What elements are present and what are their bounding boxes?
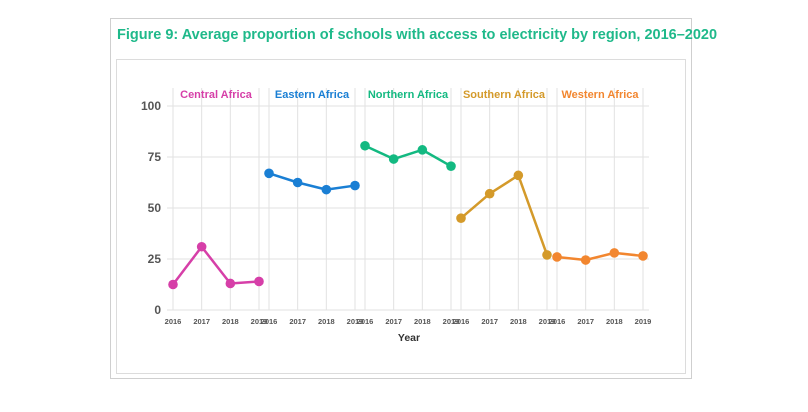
x-tick-label: 2016 <box>453 317 470 326</box>
x-tick-label: 2017 <box>193 317 210 326</box>
series-line <box>556 251 644 262</box>
x-tick-label: 2018 <box>222 317 239 326</box>
data-point <box>350 180 360 191</box>
x-tick-label: 2018 <box>606 317 623 326</box>
line-chart: 0 25 50 75 100 Central Africa 2016 2017 2018 2019… <box>141 88 652 344</box>
x-tick-label: 2018 <box>318 317 335 326</box>
data-point <box>638 251 648 261</box>
panel-label: Eastern Africa <box>275 89 350 101</box>
y-tick-label: 25 <box>148 252 162 266</box>
data-point <box>388 154 399 164</box>
series-line <box>460 174 549 256</box>
chart-area: 0 25 50 75 100 Central Africa 2016 2017 2018 2019… <box>116 59 686 374</box>
data-point <box>542 250 552 260</box>
data-point <box>321 184 332 195</box>
y-tick-label: 0 <box>154 303 161 317</box>
panel-label: Southern Africa <box>463 89 546 101</box>
data-point <box>580 255 591 265</box>
x-tick-label: 2016 <box>549 317 566 326</box>
x-tick-label: 2019 <box>539 317 556 326</box>
data-point <box>609 248 620 258</box>
x-tick-label: 2017 <box>385 317 402 326</box>
data-point <box>292 177 303 188</box>
data-point <box>225 278 236 289</box>
x-tick-label: 2017 <box>481 317 498 326</box>
series-line <box>268 172 356 191</box>
data-point <box>552 252 562 262</box>
data-point <box>417 145 428 155</box>
panel-label: Central Africa <box>180 89 253 101</box>
x-tick-label: 2018 <box>510 317 527 326</box>
x-tick-label: 2016 <box>165 317 182 326</box>
y-tick-label: 50 <box>148 201 162 215</box>
data-point <box>484 188 495 199</box>
x-tick-label: 2017 <box>289 317 306 326</box>
x-tick-label: 2019 <box>251 317 268 326</box>
x-tick-label: 2019 <box>347 317 364 326</box>
data-point <box>446 161 456 171</box>
data-point <box>264 168 274 179</box>
x-tick-label: 2016 <box>261 317 278 326</box>
series-line <box>172 245 260 286</box>
x-tick-label: 2019 <box>443 317 460 326</box>
data-point <box>456 213 466 223</box>
x-tick-label: 2016 <box>357 317 374 326</box>
data-point <box>168 279 178 290</box>
data-point <box>513 170 524 181</box>
x-tick-label: 2017 <box>577 317 594 326</box>
panel-label: Western Africa <box>561 89 639 101</box>
series-line <box>364 144 452 168</box>
x-tick-label: 2019 <box>635 317 652 326</box>
y-tick-label: 75 <box>148 150 162 164</box>
figure-title: Figure 9: Average proportion of schools … <box>117 27 718 43</box>
data-point <box>360 140 370 151</box>
x-tick-label: 2018 <box>414 317 431 326</box>
data-point <box>196 241 207 252</box>
panel-label: Northern Africa <box>368 89 449 101</box>
data-point <box>254 276 264 287</box>
figure-frame: Figure 9: Average proportion of schools … <box>110 18 717 379</box>
y-tick-label: 100 <box>141 99 161 113</box>
x-axis-label: Year <box>398 332 420 344</box>
